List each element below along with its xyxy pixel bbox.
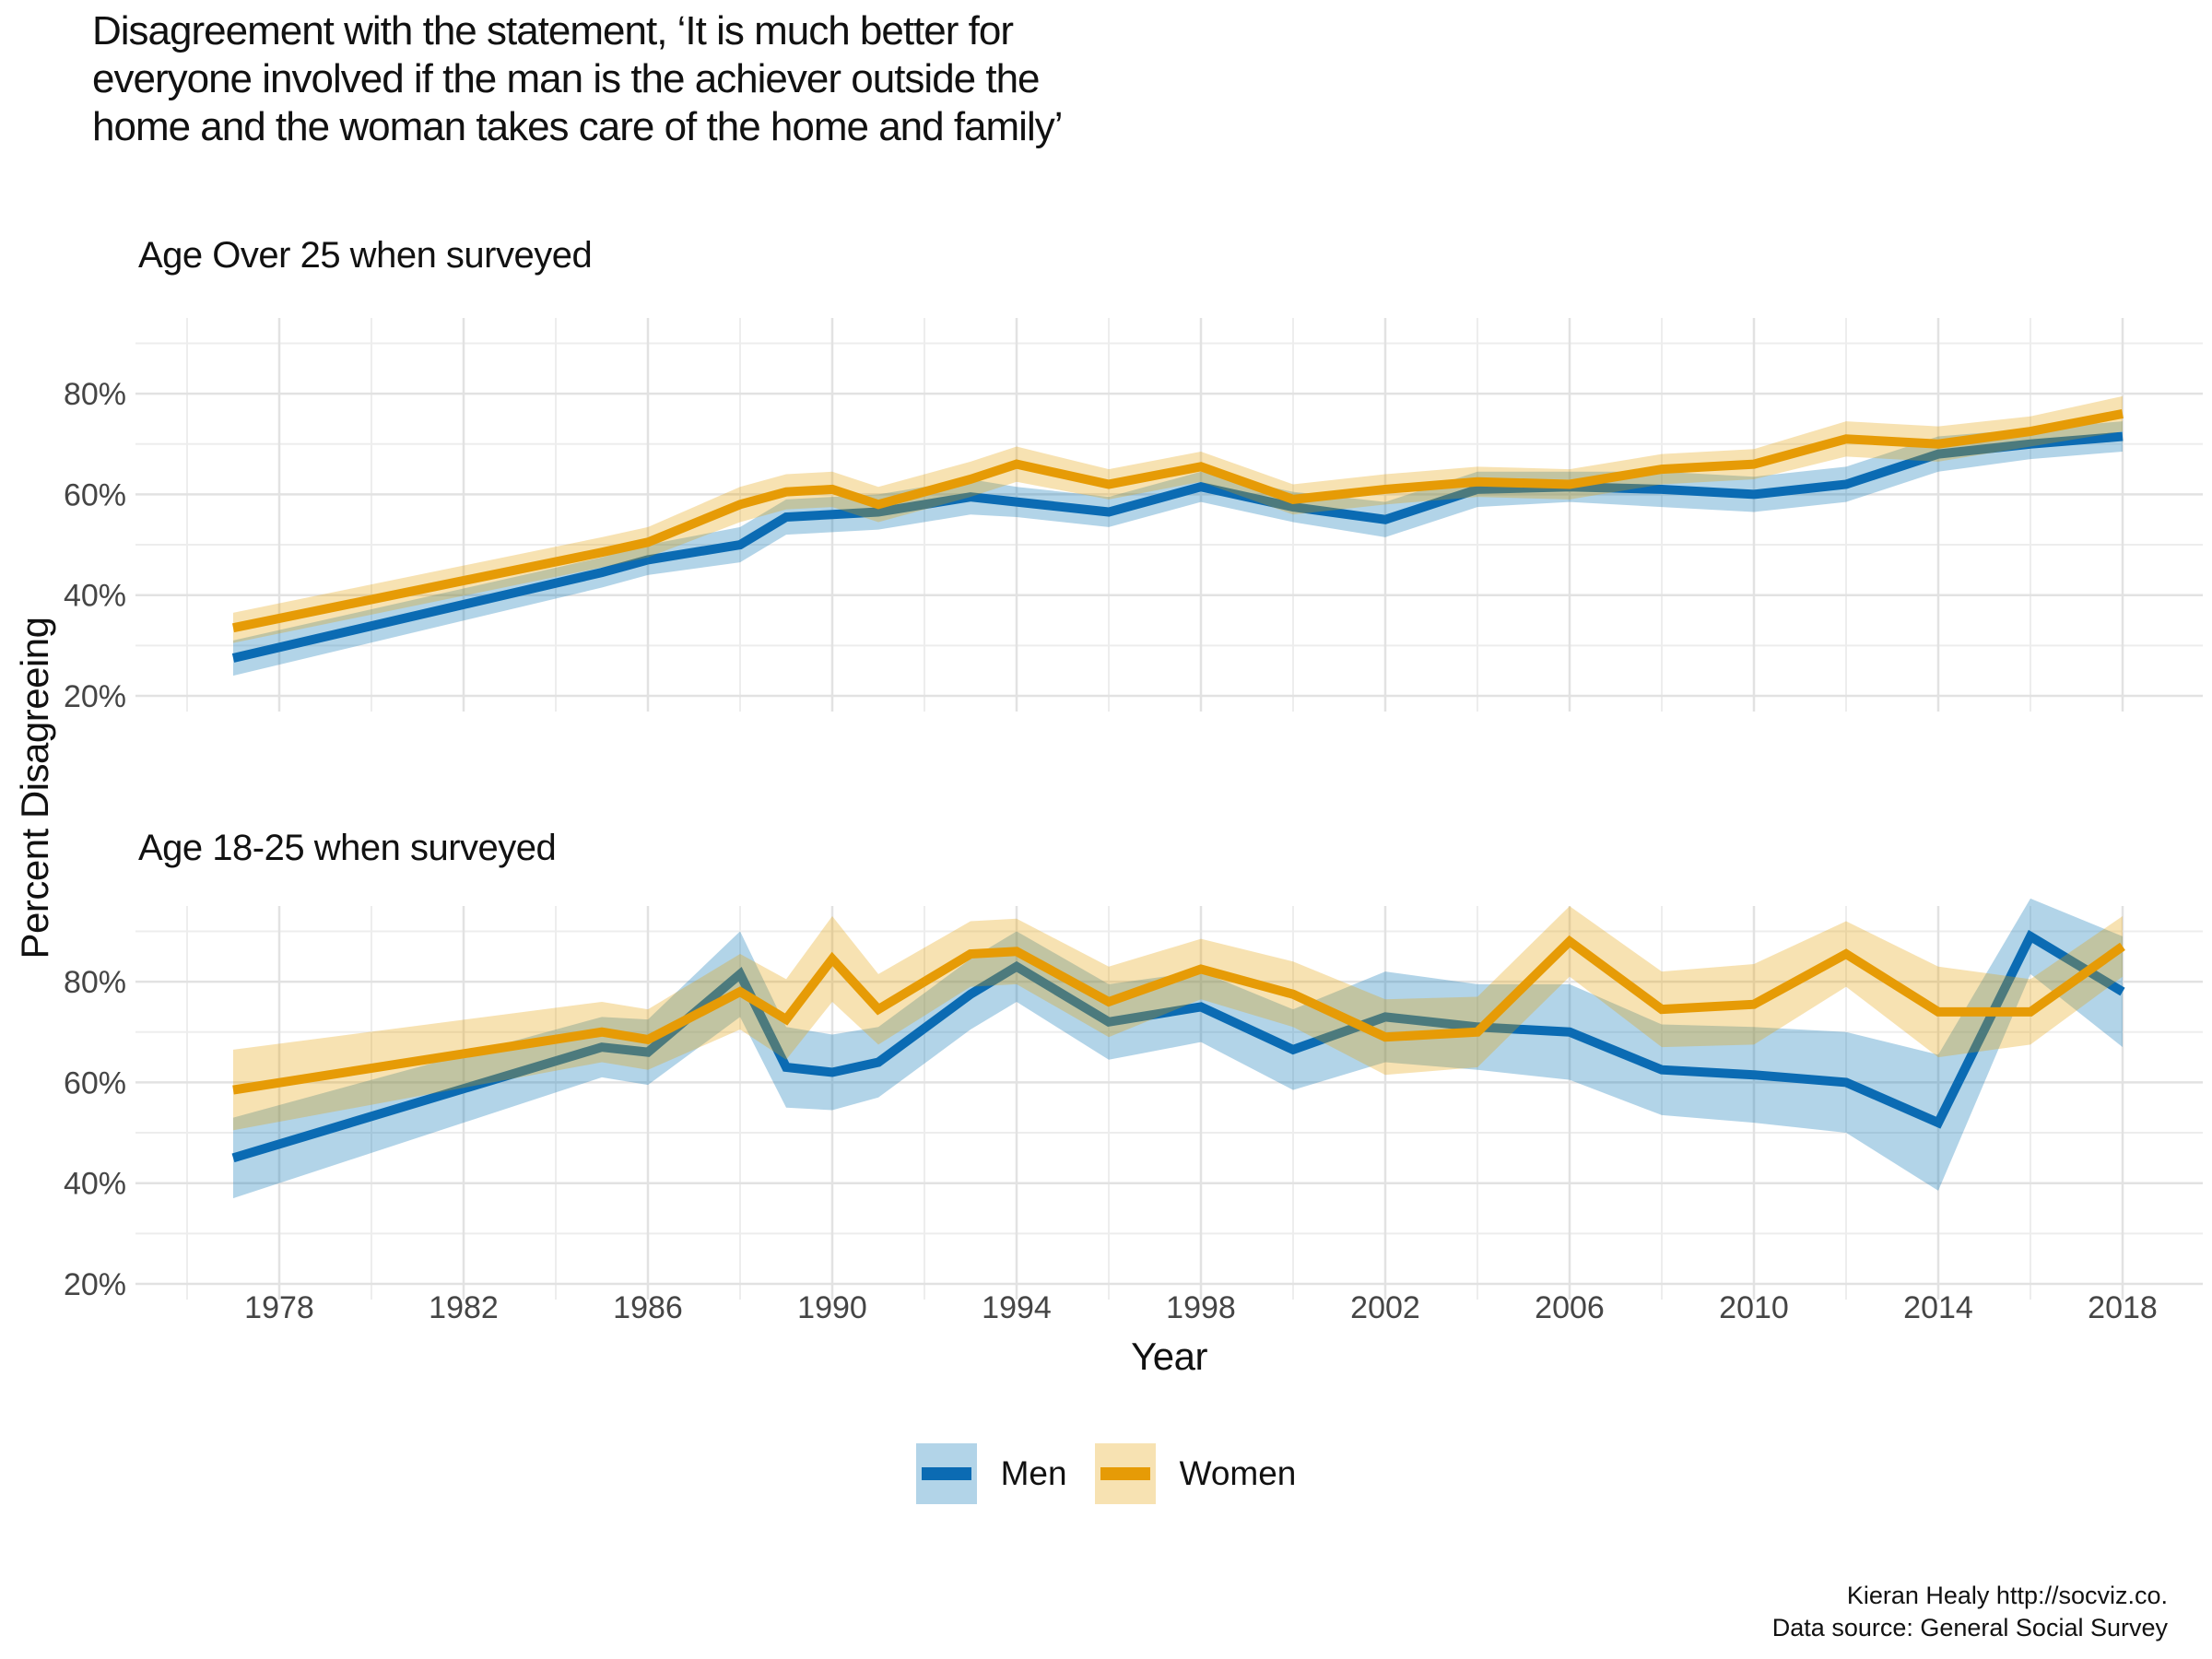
legend-swatch-men [915, 1443, 977, 1504]
legend: Men Women [0, 1443, 2212, 1504]
ribbon-men-facet2 [233, 898, 2123, 1199]
x-tick-label: 2010 [1719, 1290, 1789, 1325]
y-tick-label: 80% [64, 965, 126, 1000]
legend-keyline-men [921, 1467, 971, 1480]
x-tick-label: 2002 [1350, 1290, 1420, 1325]
x-tick-label: 2018 [2088, 1290, 2158, 1325]
chart-title-line-2: everyone involved if the man is the achi… [92, 56, 1041, 101]
legend-label-men: Men [1000, 1454, 1067, 1492]
legend-keyline-women [1100, 1467, 1150, 1480]
x-tick-label: 1998 [1166, 1290, 1236, 1325]
y-tick-label: 40% [64, 579, 126, 614]
attribution: Kieran Healy http://socviz.co. Data sour… [1772, 1580, 2168, 1644]
legend-label-women: Women [1179, 1454, 1297, 1492]
chart-title-line-1: Disagreement with the statement, ‘It is … [92, 8, 1014, 53]
y-tick-label: 80% [64, 377, 126, 412]
y-tick-label: 60% [64, 477, 126, 512]
x-tick-label: 1978 [244, 1290, 314, 1325]
x-tick-label: 1994 [982, 1290, 1052, 1325]
attribution-line-1: Kieran Healy http://socviz.co. [1846, 1582, 2168, 1609]
legend-item-women: Women [1094, 1443, 1297, 1504]
facet-title-over-25: Age Over 25 when surveyed [138, 235, 593, 276]
x-tick-label: 1982 [429, 1290, 499, 1325]
ribbon-women-facet1 [233, 395, 2123, 643]
x-tick-label: 2006 [1535, 1290, 1605, 1325]
facet-title-18-25: Age 18-25 when surveyed [138, 828, 557, 868]
y-tick-label: 20% [64, 679, 126, 714]
y-tick-label: 20% [64, 1267, 126, 1302]
line-men-facet1 [231, 431, 2124, 663]
y-tick-label: 40% [64, 1167, 126, 1202]
ribbon-women-facet2 [233, 906, 2123, 1131]
x-tick-label: 1986 [613, 1290, 683, 1325]
chart-title-line-3: home and the woman takes care of the hom… [92, 104, 1063, 149]
y-tick-label: 60% [64, 1065, 126, 1100]
x-tick-label: 1990 [797, 1290, 867, 1325]
chart-title: Disagreement with the statement, ‘It is … [92, 7, 1063, 151]
attribution-line-2: Data source: General Social Survey [1771, 1614, 2168, 1641]
legend-item-men: Men [915, 1443, 1067, 1504]
legend-swatch-women [1094, 1443, 1156, 1504]
y-axis-title: Percent Disagreeing [13, 617, 56, 959]
x-tick-label: 2014 [1903, 1290, 1973, 1325]
line-women-facet2 [232, 935, 2125, 1095]
x-axis-title: Year [1131, 1335, 1207, 1378]
line-women-facet1 [231, 409, 2124, 633]
